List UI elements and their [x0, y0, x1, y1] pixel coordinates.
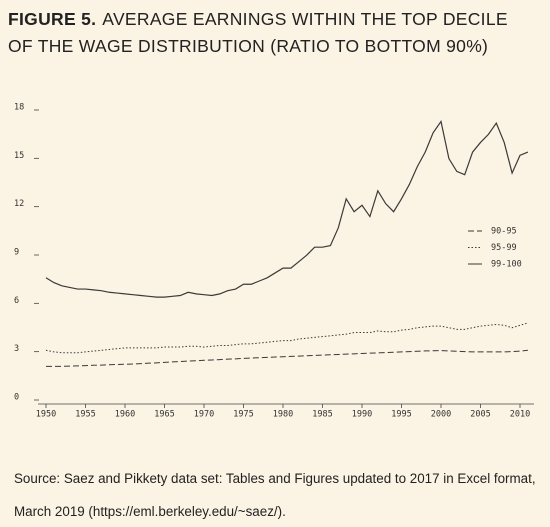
chart-title: AVERAGE EARNINGS WITHIN THE TOP DECILE O… [8, 9, 508, 56]
x-tick-label: 1985 [312, 410, 332, 420]
y-tick-label: 15 [14, 151, 24, 161]
line-series [45, 120, 529, 298]
y-tick-label: 12 [14, 199, 24, 209]
x-tick-label: 1995 [391, 410, 411, 420]
y-tick-label: 6 [14, 296, 19, 306]
source-note: Source: Saez and Pikkety data set: Table… [14, 471, 536, 519]
x-tick-label: 1980 [273, 410, 293, 420]
x-tick-label: 2005 [470, 410, 490, 420]
x-tick-label: 1970 [194, 410, 214, 420]
x-tick-label: 1960 [115, 410, 135, 420]
legend-label: 99-100 [491, 260, 522, 270]
y-tick-label: 3 [14, 344, 19, 354]
legend-label: 95-99 [491, 243, 517, 253]
line-series [45, 322, 529, 354]
line-series [46, 349, 528, 367]
y-tick-label: 9 [14, 248, 19, 258]
x-tick-label: 1990 [352, 410, 372, 420]
x-tick-label: 1965 [154, 410, 174, 420]
y-tick-label: 18 [14, 103, 24, 113]
x-tick-label: 2010 [510, 410, 530, 420]
title: FIGURE 5. AVERAGE EARNINGS WITHIN THE TOP… [8, 6, 528, 60]
x-tick-label: 1975 [233, 410, 253, 420]
figure-label: FIGURE 5. [8, 9, 97, 29]
x-tick-label: 1955 [75, 410, 95, 420]
x-tick-label: 1950 [36, 410, 56, 420]
y-tick-label: 0 [14, 393, 19, 403]
legend-label: 90-95 [491, 227, 517, 237]
x-tick-label: 2000 [431, 410, 451, 420]
